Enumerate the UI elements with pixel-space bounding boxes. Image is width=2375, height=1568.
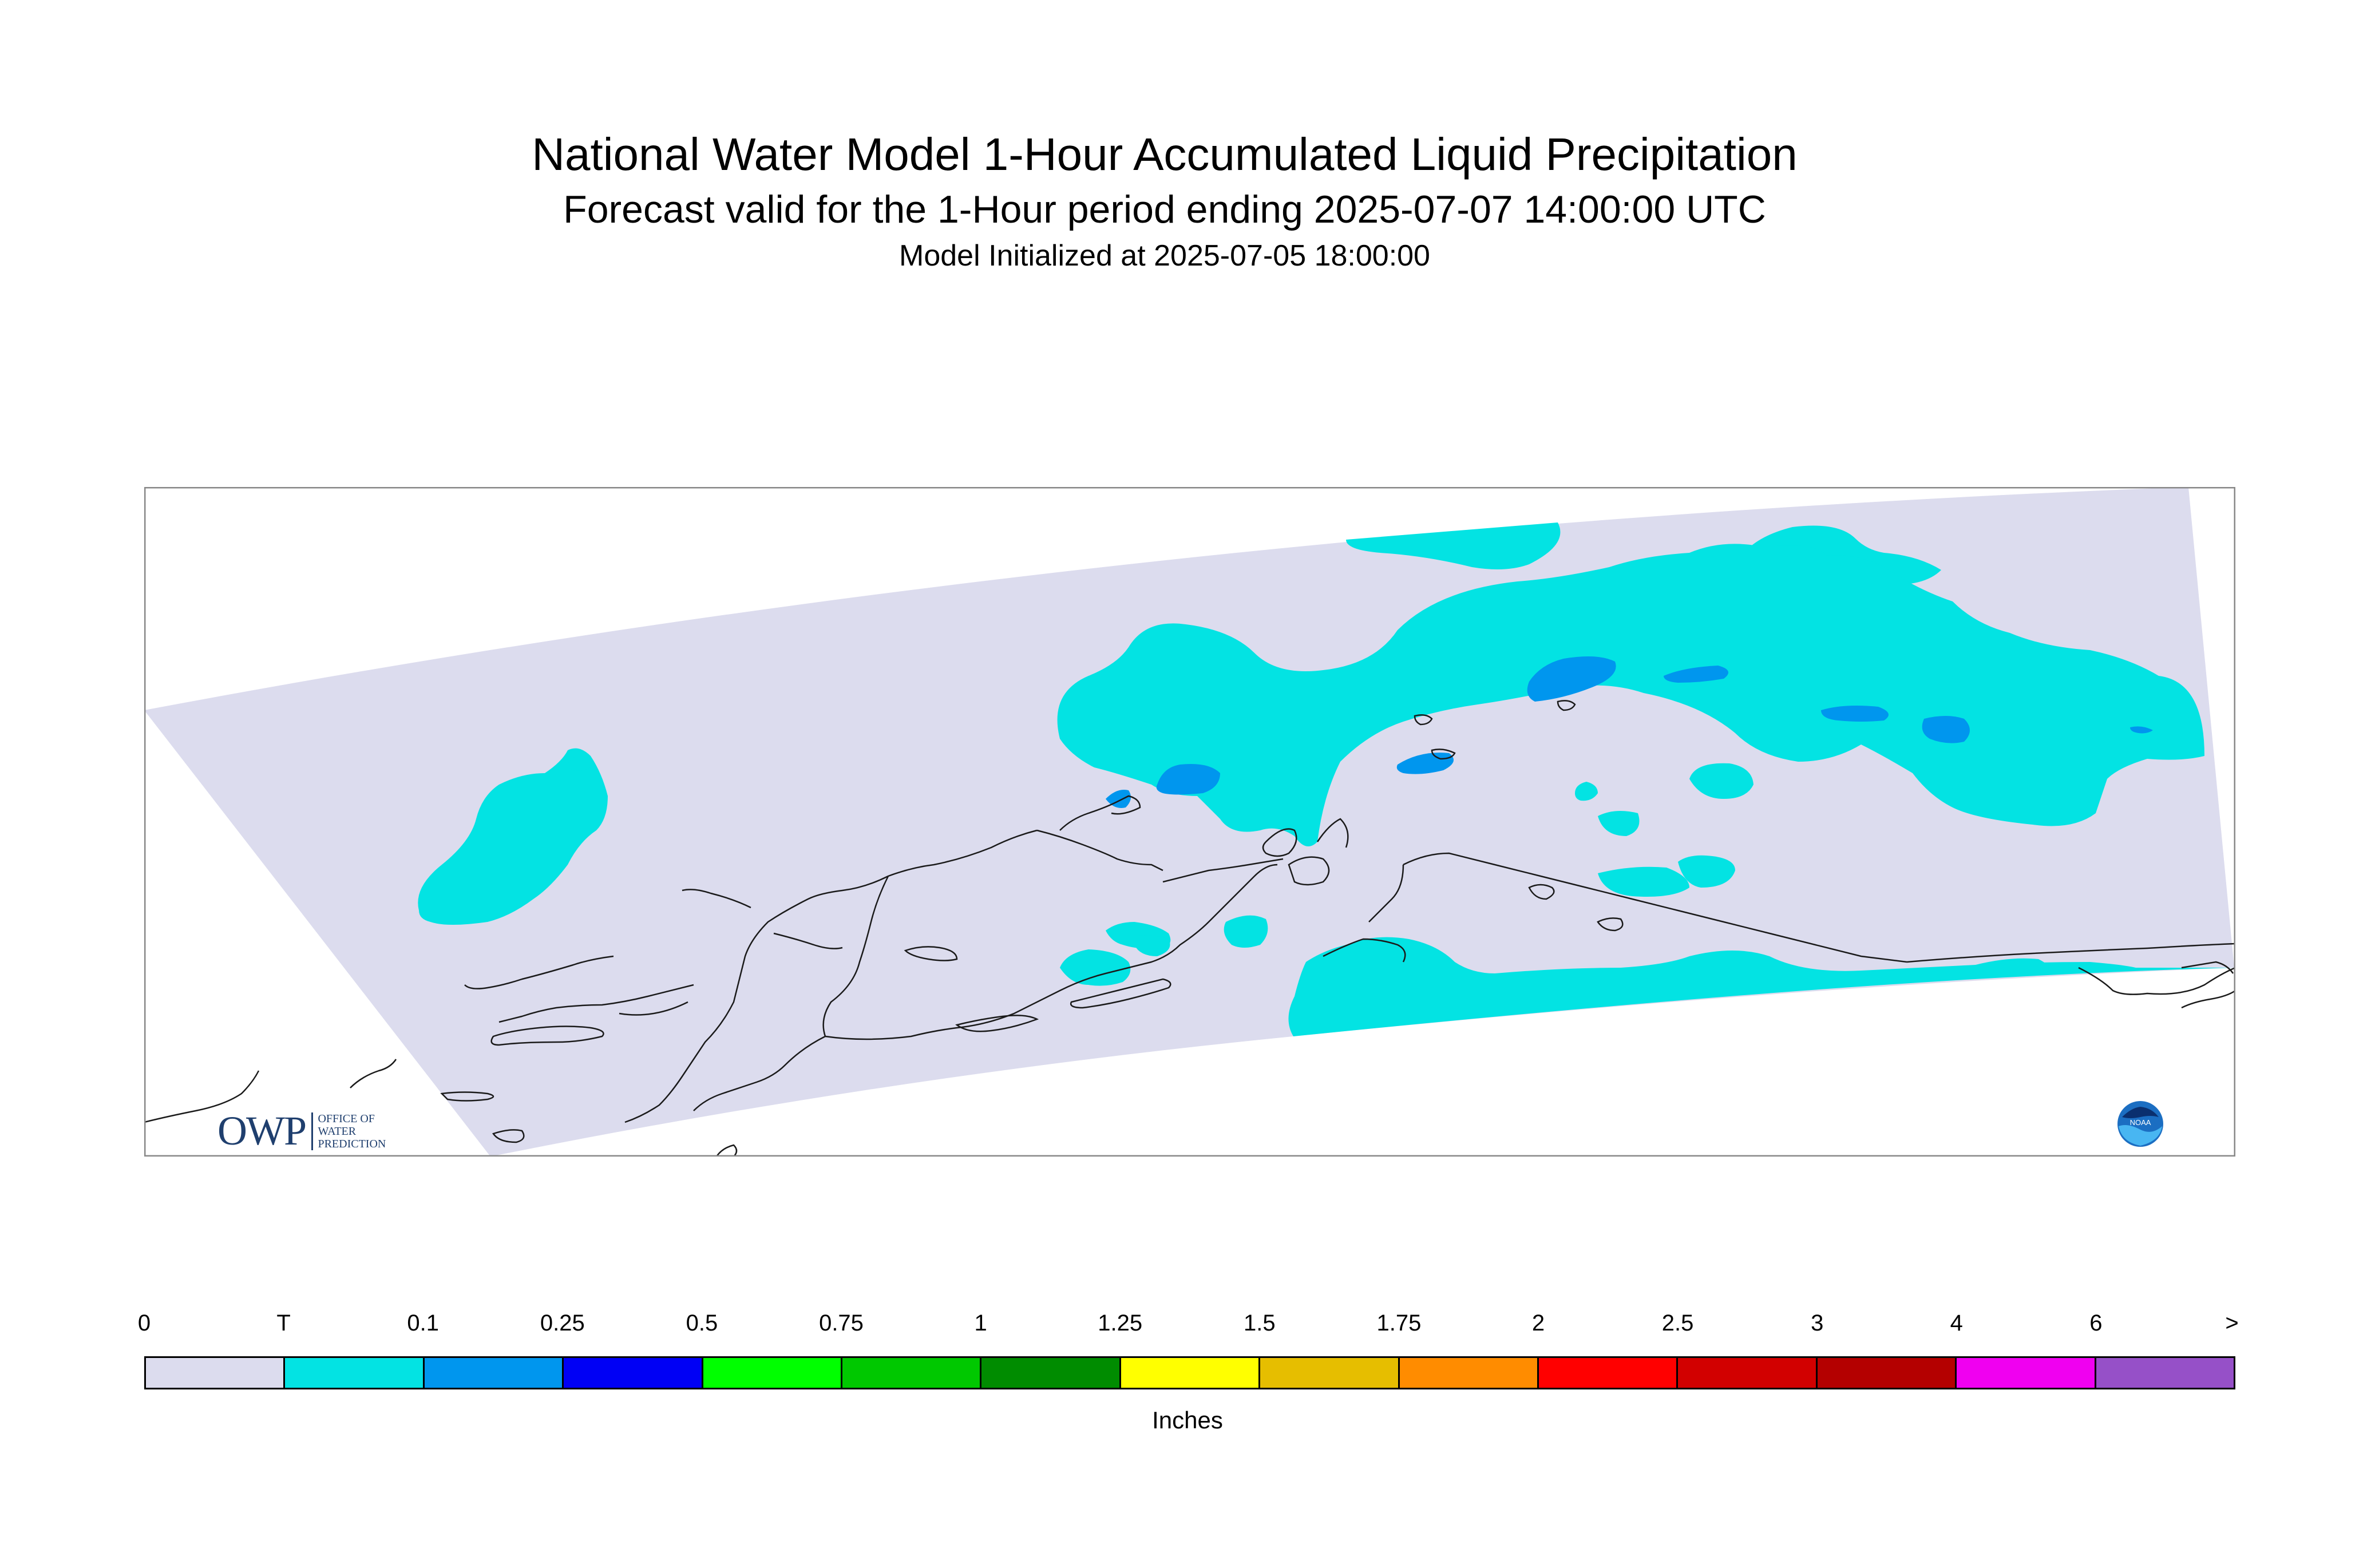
- owp-logo: OWP OFFICE OF WATER PREDICTION: [217, 1107, 386, 1155]
- legend-label: 6: [2089, 1310, 2103, 1336]
- legend-swatch: [564, 1358, 703, 1388]
- coastlines: [144, 700, 2235, 1157]
- legend-swatch: [146, 1358, 286, 1388]
- legend-label: T: [276, 1310, 291, 1336]
- noaa-logo-text: NOAA: [2130, 1118, 2151, 1127]
- forecast-valid-subtitle: Forecast valid for the 1-Hour period end…: [563, 188, 1766, 231]
- legend-swatch: [703, 1358, 843, 1388]
- legend-label: 0.1: [407, 1310, 439, 1336]
- legend-labels: 0 T 0.1 0.25 0.5 0.75 1 1.25 1.5 1.75 2 …: [0, 1310, 2375, 1345]
- owp-sub-line: WATER: [318, 1124, 357, 1138]
- legend-label: 1.5: [1243, 1310, 1276, 1336]
- legend-swatch: [1817, 1358, 1957, 1388]
- legend-label: 0.25: [540, 1310, 585, 1336]
- model-init-subtitle: Model Initialized at 2025-07-05 18:00:00: [899, 239, 1430, 272]
- legend-label: 4: [1950, 1310, 1963, 1336]
- legend-units: Inches: [1152, 1407, 1223, 1434]
- legend-swatch: [1957, 1358, 2096, 1388]
- legend-label: >: [2225, 1310, 2239, 1336]
- precip-trace-regions: [418, 522, 2233, 1036]
- noaa-logo: NOAA: [2117, 1101, 2163, 1147]
- map-frame: [144, 487, 2235, 1157]
- legend-label: 1.25: [1098, 1310, 1143, 1336]
- legend-label: 1: [974, 1310, 987, 1336]
- owp-sub-line: PREDICTION: [318, 1137, 386, 1150]
- precip-light-regions: [1106, 656, 2153, 808]
- legend-label: 2.5: [1661, 1310, 1694, 1336]
- legend-swatch: [424, 1358, 564, 1388]
- legend-swatch: [1260, 1358, 1400, 1388]
- owp-logo-subtext: OFFICE OF WATER PREDICTION: [311, 1112, 386, 1150]
- legend-label: 0.5: [686, 1310, 718, 1336]
- map-title: National Water Model 1-Hour Accumulated …: [532, 129, 1798, 180]
- legend-swatch: [285, 1358, 425, 1388]
- legend-swatch: [2096, 1358, 2234, 1388]
- legend-colorbar: [144, 1356, 2235, 1389]
- legend-swatch: [1678, 1358, 1818, 1388]
- legend-label: 2: [1531, 1310, 1545, 1336]
- legend-label: 0.75: [819, 1310, 864, 1336]
- legend-swatch: [842, 1358, 982, 1388]
- owp-logo-text: OWP: [217, 1108, 307, 1154]
- legend-swatch: [1399, 1358, 1539, 1388]
- legend-label: 3: [1811, 1310, 1824, 1336]
- legend-label: 1.75: [1376, 1310, 1422, 1336]
- map-title-block: National Water Model 1-Hour Accumulated …: [0, 126, 2329, 276]
- owp-sub-line: OFFICE OF: [318, 1112, 375, 1125]
- precipitation-map: [144, 487, 2235, 1157]
- legend-swatch: [981, 1358, 1121, 1388]
- legend-swatch: [1121, 1358, 1261, 1388]
- legend-swatch: [1539, 1358, 1679, 1388]
- legend-label: 0: [137, 1310, 151, 1336]
